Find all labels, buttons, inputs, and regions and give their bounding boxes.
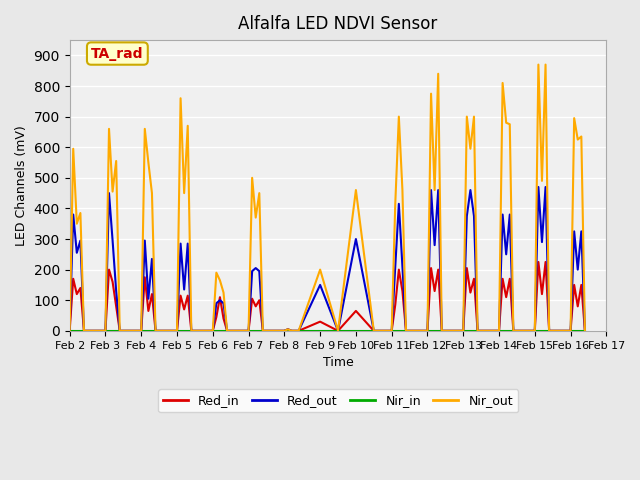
Text: TA_rad: TA_rad bbox=[91, 47, 143, 60]
X-axis label: Time: Time bbox=[323, 356, 353, 369]
Y-axis label: LED Channels (mV): LED Channels (mV) bbox=[15, 125, 28, 246]
Title: Alfalfa LED NDVI Sensor: Alfalfa LED NDVI Sensor bbox=[238, 15, 438, 33]
Legend: Red_in, Red_out, Nir_in, Nir_out: Red_in, Red_out, Nir_in, Nir_out bbox=[158, 389, 518, 412]
